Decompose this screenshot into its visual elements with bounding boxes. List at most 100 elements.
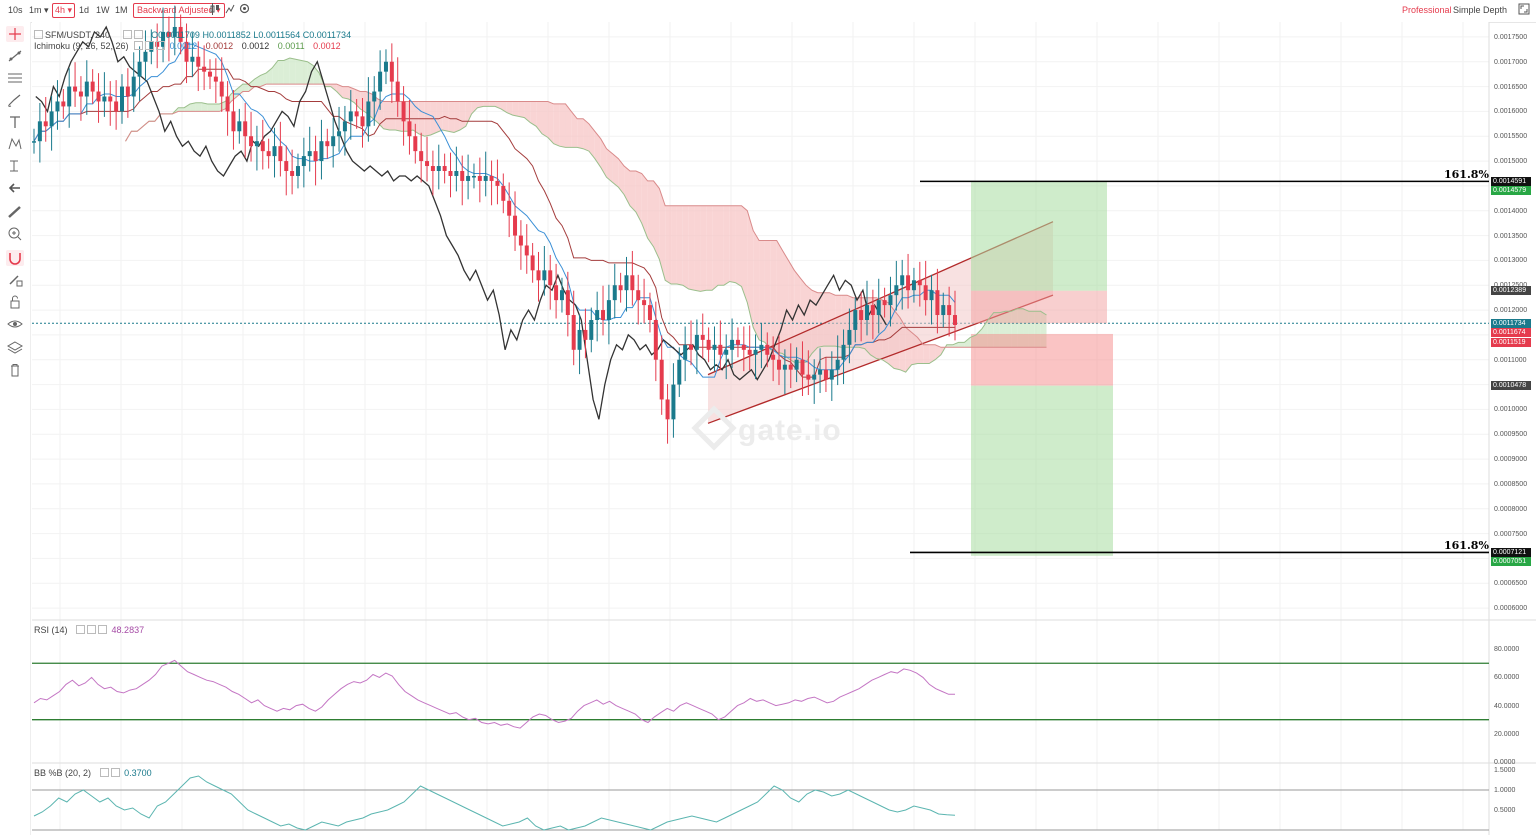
candle-body bbox=[190, 56, 195, 62]
candle-body bbox=[829, 369, 834, 380]
candle-body bbox=[630, 275, 635, 291]
view-professional[interactable]: Professional bbox=[1402, 5, 1452, 15]
candle-body bbox=[213, 76, 218, 82]
ichimoku-cloud bbox=[483, 101, 490, 107]
ichimoku-chikou-line bbox=[35, 25, 887, 420]
candle-body bbox=[689, 344, 694, 350]
candle-body bbox=[49, 111, 54, 127]
ichimoku-cloud bbox=[583, 118, 589, 152]
text-icon[interactable] bbox=[6, 114, 24, 130]
candle-body bbox=[166, 31, 171, 37]
candle-body bbox=[677, 359, 682, 385]
settings-icon[interactable] bbox=[239, 3, 250, 18]
price-tick-label: 0.0011000 bbox=[1494, 356, 1527, 364]
back-arrow-icon[interactable] bbox=[6, 180, 24, 196]
candle-body bbox=[683, 344, 688, 360]
ichimoku-cloud bbox=[506, 101, 513, 116]
candle-body bbox=[700, 334, 705, 340]
ichimoku-cloud bbox=[242, 84, 249, 92]
trash-icon[interactable] bbox=[6, 362, 24, 378]
eye-icon[interactable] bbox=[6, 316, 24, 332]
candle-body bbox=[413, 136, 418, 152]
pattern-icon[interactable] bbox=[6, 136, 24, 152]
candle-body bbox=[870, 305, 875, 316]
ichimoku-cloud bbox=[770, 240, 777, 353]
close-box-icon[interactable] bbox=[110, 768, 120, 777]
eye-box-icon[interactable] bbox=[87, 625, 97, 634]
candle-body bbox=[653, 320, 658, 360]
candle-body bbox=[184, 41, 189, 62]
price-tick-label: 0.0010000 bbox=[1494, 406, 1528, 414]
candle-body bbox=[249, 136, 254, 147]
price-tag: 0.0011519 bbox=[1491, 337, 1531, 347]
settings-box-icon[interactable] bbox=[122, 30, 132, 39]
settings-box-icon[interactable] bbox=[134, 41, 144, 50]
price-tick-label: 0.0015500 bbox=[1494, 133, 1528, 141]
settings-box-icon[interactable] bbox=[99, 768, 109, 777]
rsi-value: 48.2837 bbox=[111, 625, 145, 635]
candle-body bbox=[794, 359, 799, 370]
candle-body bbox=[917, 280, 922, 286]
ruler-icon[interactable] bbox=[6, 204, 24, 220]
candle-body bbox=[571, 315, 576, 350]
collapse-icon[interactable] bbox=[34, 30, 43, 39]
crosshair-icon[interactable] bbox=[6, 26, 24, 42]
horizontal-lines-icon[interactable] bbox=[6, 70, 24, 86]
candle-body bbox=[718, 344, 723, 355]
close-box-icon[interactable] bbox=[156, 41, 166, 50]
ichimoku-cloud bbox=[735, 205, 742, 287]
fullscreen-icon[interactable] bbox=[1518, 3, 1530, 19]
candle-body bbox=[888, 295, 893, 306]
close-box-icon[interactable] bbox=[98, 625, 108, 634]
interval-1w[interactable]: 1W bbox=[96, 5, 110, 15]
short-target-zone bbox=[971, 385, 1113, 556]
ichimoku-cloud bbox=[647, 180, 654, 247]
candle-body bbox=[882, 300, 887, 306]
lock-icon[interactable] bbox=[6, 294, 24, 310]
price-tick-label: 0.0017500 bbox=[1494, 33, 1528, 41]
zoom-in-icon[interactable] bbox=[6, 226, 24, 242]
ichimoku-cloud bbox=[283, 58, 290, 85]
interval-4h[interactable]: 4h ▾ bbox=[52, 3, 76, 18]
price-tick-label: 0.0007500 bbox=[1494, 530, 1528, 538]
settings-box-icon[interactable] bbox=[76, 625, 86, 634]
ichimoku-cloud bbox=[776, 240, 783, 354]
candle-body bbox=[818, 369, 823, 375]
trend-line-icon[interactable] bbox=[6, 48, 24, 64]
interval-1m-month[interactable]: 1M bbox=[115, 5, 128, 15]
rsi-tick-label: 20.0000 bbox=[1494, 730, 1520, 738]
eye-box-icon[interactable] bbox=[145, 41, 155, 50]
lock-drawing-icon[interactable] bbox=[6, 272, 24, 288]
candle-style-icon[interactable] bbox=[210, 3, 220, 19]
view-depth[interactable]: Depth bbox=[1483, 5, 1508, 15]
candle-body bbox=[383, 61, 388, 72]
ichimoku-cloud bbox=[289, 58, 296, 85]
fib-level-label: 161.8% bbox=[1444, 168, 1489, 182]
view-simple[interactable]: Simple bbox=[1453, 5, 1481, 15]
ichimoku-span-a-value: 0.0011 bbox=[277, 41, 305, 51]
brush-icon[interactable] bbox=[6, 92, 24, 108]
magnet-icon[interactable] bbox=[6, 250, 24, 266]
interval-1d[interactable]: 1d bbox=[79, 5, 90, 15]
interval-10s[interactable]: 10s bbox=[8, 5, 23, 15]
measure-icon[interactable] bbox=[6, 158, 24, 174]
candle-body bbox=[501, 185, 506, 201]
rsi-legend: RSI (14) 48.2837 bbox=[34, 625, 144, 636]
candle-body bbox=[108, 96, 113, 102]
price-tick-label: 0.0013000 bbox=[1494, 257, 1528, 265]
indicators-icon[interactable] bbox=[225, 3, 235, 19]
layers-icon[interactable] bbox=[6, 340, 24, 356]
ichimoku-cloud bbox=[723, 205, 730, 286]
ichimoku-cloud bbox=[577, 118, 584, 149]
candle-body bbox=[935, 290, 940, 316]
candle-body bbox=[589, 320, 594, 340]
candle-body bbox=[483, 175, 488, 181]
ichimoku-cloud bbox=[383, 101, 390, 131]
symbol-label: SFM/USDT, 240 bbox=[45, 30, 111, 40]
candle-body bbox=[161, 31, 166, 47]
interval-1m[interactable]: 1m ▾ bbox=[29, 5, 49, 15]
close-box-icon[interactable] bbox=[133, 30, 143, 39]
candle-body bbox=[542, 270, 547, 281]
backward-adjusted-select[interactable]: Backward Adjusted ▾ bbox=[133, 3, 225, 18]
